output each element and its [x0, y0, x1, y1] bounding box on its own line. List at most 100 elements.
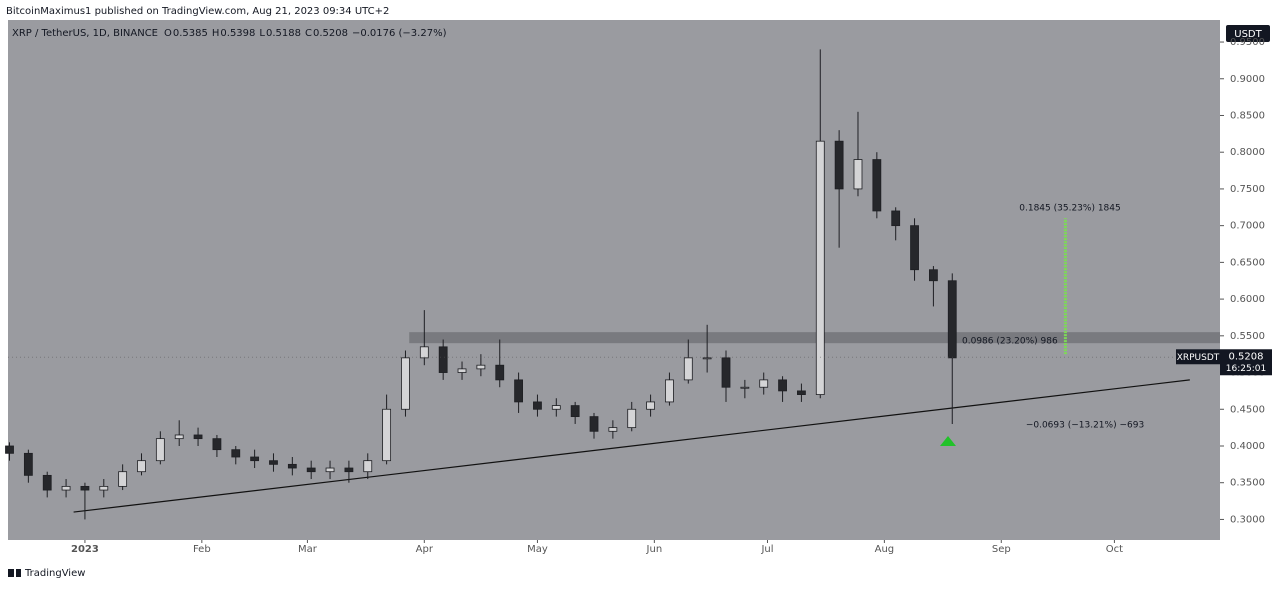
- y-tick-label: 0.9000: [1230, 74, 1265, 85]
- legend-value: 0.5398: [220, 28, 255, 39]
- y-tick-label: 0.4500: [1230, 404, 1265, 415]
- candle-body: [61, 485, 71, 491]
- footer-brand: TradingView: [24, 568, 85, 579]
- candle-body: [193, 434, 203, 440]
- legend-value: 0.5385: [173, 28, 208, 39]
- y-tick-label: 0.6000: [1230, 294, 1265, 305]
- symbol-tag-bg: [1176, 349, 1220, 365]
- legend-value: 0.5188: [266, 28, 301, 39]
- candle-body: [627, 408, 637, 429]
- candle-body: [42, 474, 52, 491]
- candle-body: [80, 485, 90, 491]
- candle-body: [759, 379, 769, 388]
- candle-body: [5, 445, 14, 454]
- x-tick-label: Apr: [416, 544, 434, 555]
- candle-body: [269, 460, 278, 465]
- x-tick-label: Oct: [1106, 544, 1123, 555]
- candle-body: [853, 159, 863, 190]
- y-tick-label: 0.7500: [1230, 184, 1265, 195]
- candle-body: [514, 379, 523, 403]
- candle-body: [929, 269, 938, 282]
- y-tick-label: 0.6500: [1230, 257, 1265, 268]
- y-tick-label: 0.8000: [1230, 147, 1265, 158]
- candle-body: [891, 210, 901, 227]
- legend-symbol: XRP / TetherUS, 1D, BINANCE: [12, 28, 158, 39]
- annotation: 0.0986 (23.20%) 986: [962, 337, 1058, 347]
- candle-body: [118, 471, 128, 487]
- legend-label: C: [305, 28, 312, 39]
- y-tick-label: 0.5500: [1230, 331, 1265, 342]
- y-tick-label: 0.4000: [1230, 441, 1265, 452]
- candle-body: [306, 467, 316, 473]
- x-tick-label: Jul: [760, 544, 773, 555]
- candle-body: [533, 401, 542, 410]
- symbol-tag: XRPUSDT: [1177, 353, 1220, 363]
- legend-label: O: [164, 28, 172, 39]
- resistance-zone: [409, 332, 1220, 344]
- candle-body: [778, 379, 787, 392]
- candle-body: [23, 452, 33, 476]
- candle-body: [99, 485, 109, 491]
- candle-body: [646, 401, 655, 410]
- candle-body: [570, 405, 580, 418]
- candle-body: [401, 357, 410, 410]
- annotation: −0.0693 (−13.21%) −693: [1026, 421, 1144, 431]
- candle-body: [344, 467, 354, 473]
- arrow-up: [940, 436, 956, 446]
- y-tick-label: 0.3500: [1230, 478, 1265, 489]
- price-tag: 0.5208: [1229, 351, 1264, 362]
- legend: XRP / TetherUS, 1D, BINANCE O 0.5385 H 0.539…: [12, 28, 447, 39]
- candle-body: [476, 364, 486, 370]
- logo-mark: [16, 569, 21, 577]
- candle-body: [287, 463, 297, 469]
- footer-logo: TradingView: [8, 568, 85, 579]
- candle-body: [457, 368, 467, 373]
- plot-background: [8, 20, 1220, 540]
- legend-label: H: [212, 28, 220, 39]
- candle-body: [872, 159, 882, 212]
- candle-body: [495, 364, 505, 381]
- candle-body: [910, 225, 919, 271]
- currency: USDT: [1234, 29, 1262, 40]
- annotation: 0.1845 (35.23%) 1845: [1019, 204, 1120, 214]
- candle-body: [721, 357, 731, 388]
- logo-mark: [8, 569, 14, 577]
- x-tick-label: Jun: [646, 544, 663, 555]
- candle-body: [702, 357, 712, 360]
- y-tick-label: 0.8500: [1230, 110, 1265, 121]
- candle-body: [250, 456, 260, 462]
- candle-body: [231, 449, 241, 458]
- publisher: BitcoinMaximus1 published on TradingView…: [6, 6, 389, 17]
- candle-body: [137, 460, 146, 473]
- candle-body: [683, 357, 693, 381]
- candle-body: [834, 140, 844, 190]
- support-line: [73, 379, 1190, 513]
- x-tick-label: Sep: [992, 544, 1011, 555]
- candle-body: [551, 405, 561, 410]
- candle-body: [589, 416, 599, 432]
- candle-body: [212, 438, 222, 451]
- x-tick-label: 2023: [71, 544, 99, 555]
- y-tick-label: 0.7000: [1230, 221, 1265, 232]
- y-tick-label: 0.9500: [1230, 37, 1265, 48]
- legend-change: −0.0176 (−3.27%): [352, 28, 447, 39]
- x-tick-label: May: [527, 544, 548, 555]
- currency-box: [1226, 25, 1270, 42]
- candle-body: [947, 280, 957, 359]
- legend-value: 0.5208: [313, 28, 348, 39]
- countdown: 16:25:01: [1226, 364, 1266, 374]
- candle-body: [419, 346, 429, 359]
- candle-body: [382, 408, 392, 462]
- candle-body: [815, 140, 825, 395]
- candle-body: [608, 427, 618, 432]
- candle-body: [155, 438, 165, 462]
- x-tick-label: Aug: [875, 544, 895, 555]
- y-tick-label: 0.3000: [1230, 514, 1265, 525]
- candle-body: [665, 379, 674, 403]
- candle-body: [740, 386, 750, 389]
- candle-body: [325, 467, 335, 473]
- candle-body: [797, 390, 806, 395]
- candle-body: [174, 434, 184, 440]
